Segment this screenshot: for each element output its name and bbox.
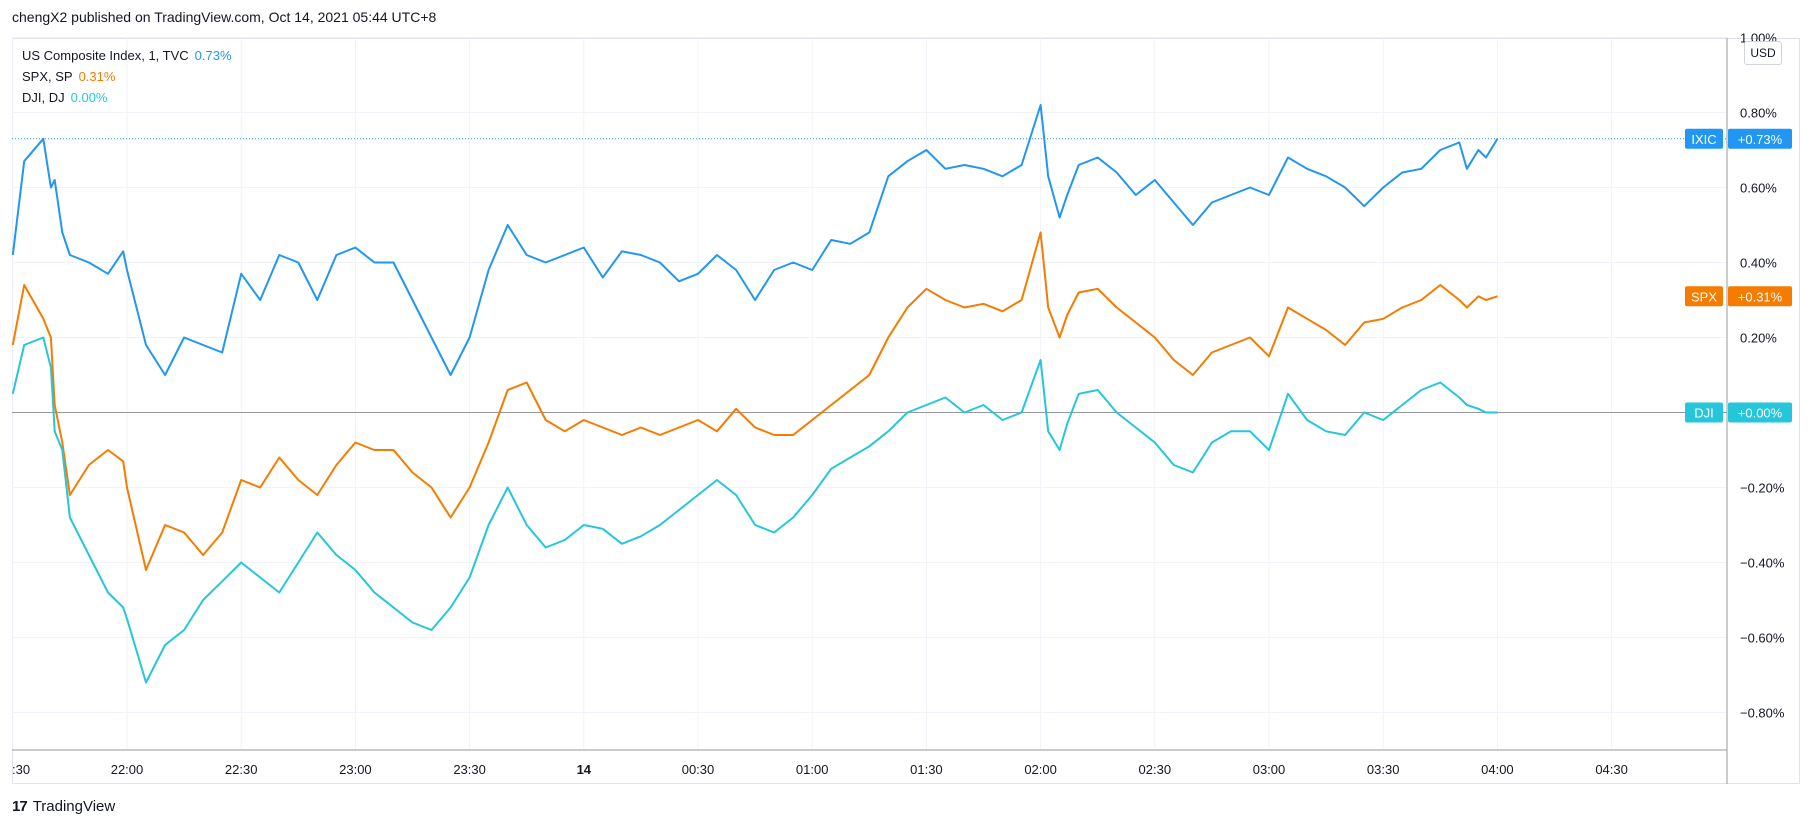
time-axis-tick-label: 02:30: [1139, 762, 1172, 777]
publish-attribution: chengX2 published on TradingView.com, Oc…: [12, 9, 437, 25]
series-value-tag-spx: [1728, 286, 1792, 307]
time-axis-tick-label: 02:00: [1024, 762, 1057, 777]
price-axis-tick-label: −0.80%: [1740, 706, 1785, 721]
series-name-tag-text: IXIC: [1691, 132, 1716, 147]
time-axis-tick-label: 03:00: [1253, 762, 1286, 777]
series-line-dji: [11, 336, 1498, 684]
legend-series-value: 0.73%: [194, 48, 232, 63]
currency-badge[interactable]: USD: [1744, 41, 1782, 65]
time-axis-tick-label: 04:00: [1481, 762, 1514, 777]
series-lines: [11, 104, 1499, 684]
price-axis-tick-label: −0.60%: [1740, 631, 1785, 646]
time-axis-tick-label: 01:30: [910, 762, 943, 777]
series-value-tag-text: +0.73%: [1738, 132, 1783, 147]
legend-row-spx[interactable]: SPX, SP 0.31%: [22, 66, 232, 87]
price-axis-tick-label: −0.40%: [1740, 556, 1785, 571]
time-axis-tick-label: 03:30: [1367, 762, 1400, 777]
time-axis-tick-label: 01:00: [796, 762, 829, 777]
tradingview-logo[interactable]: 17 TradingView: [12, 798, 115, 815]
series-name-tag-text: DJI: [1694, 406, 1714, 421]
series-name-tag-text: SPX: [1691, 289, 1717, 304]
legend-row-dji[interactable]: DJI, DJ 0.00%: [22, 87, 232, 108]
series-line-spx: [11, 231, 1498, 571]
series-value-tag-text: +0.00%: [1738, 406, 1783, 421]
time-axis-tick-label: 04:30: [1595, 762, 1628, 777]
price-axis-tick-label: 0.80%: [1740, 106, 1777, 121]
legend-series-value: 0.00%: [70, 90, 108, 105]
legend-series-value: 0.31%: [78, 69, 116, 84]
time-axis-tick-label: 00:30: [682, 762, 715, 777]
legend-series-name: DJI, DJ: [22, 90, 65, 105]
time-axis-tick-label: 22:30: [225, 762, 258, 777]
price-axis-tick-label: −0.20%: [1740, 481, 1785, 496]
time-axis-tick-label: :30: [12, 762, 30, 777]
series-name-tag-spx: [1685, 286, 1723, 307]
time-axis: :30 22:00 22:30 23:00 23:30 14 00:30 01:00 01:30…: [12, 749, 1727, 777]
grid-lines: [12, 37, 1727, 750]
zero-line: [12, 138, 1727, 413]
legend-row-ixic[interactable]: US Composite Index, 1, TVC 0.73%: [22, 45, 232, 66]
last-value-tags: IXIC +0.73% SPX +0.31% DJI +0.00%: [1685, 128, 1792, 423]
series-line-ixic: [11, 104, 1499, 376]
series-name-tag-ixic: [1685, 128, 1723, 149]
time-axis-tick-label: 14: [577, 762, 592, 777]
tradingview-brand-text: TradingView: [32, 798, 116, 815]
time-axis-tick-label: 23:00: [339, 762, 372, 777]
series-value-tag-dji: [1728, 402, 1792, 423]
legend: US Composite Index, 1, TVC 0.73% SPX, SP 0…: [22, 45, 232, 108]
series-name-tag-dji: [1685, 402, 1723, 423]
series-value-tag-text: +0.31%: [1738, 289, 1783, 304]
time-axis-tick-label: 22:00: [111, 762, 144, 777]
price-axis-tick-label: 0.20%: [1740, 331, 1777, 346]
price-axis-tick-label: 0.60%: [1740, 181, 1777, 196]
tradingview-logo-icon: 17: [12, 798, 28, 815]
legend-series-name: SPX, SP: [22, 69, 73, 84]
legend-series-name: US Composite Index, 1, TVC: [22, 48, 189, 63]
series-value-tag-ixic: [1728, 128, 1792, 149]
price-axis-tick-label: 0.40%: [1740, 256, 1777, 271]
time-axis-tick-label: 23:30: [453, 762, 486, 777]
